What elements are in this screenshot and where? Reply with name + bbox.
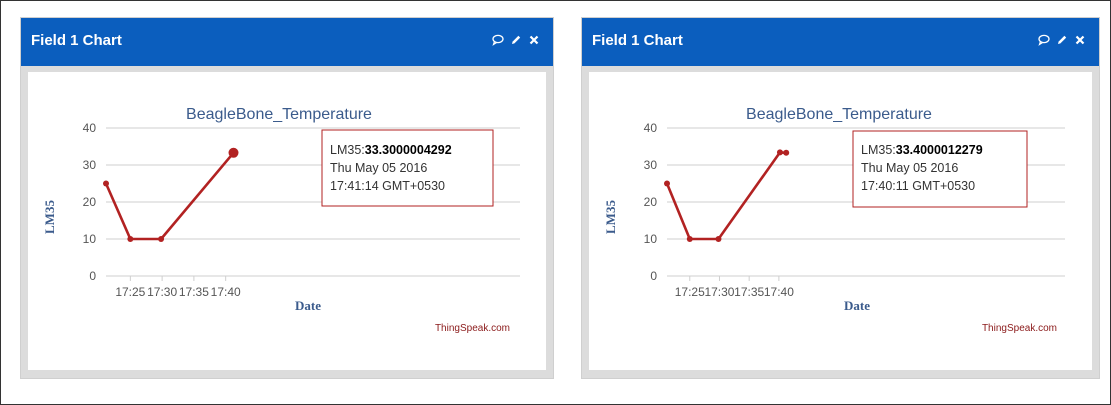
chart-title: BeagleBone_Temperature (746, 106, 932, 123)
tooltip-date: Thu May 05 2016 (861, 161, 958, 175)
x-tick-label: 17:40 (764, 285, 794, 299)
series-line-lm35 (104, 151, 235, 241)
x-tick-label: 17:35 (179, 285, 209, 299)
data-point[interactable] (664, 180, 670, 187)
credit-link[interactable]: ThingSpeak.com (982, 323, 1057, 334)
data-point[interactable] (103, 180, 109, 187)
data-point[interactable] (715, 236, 722, 242)
credit-link[interactable]: ThingSpeak.com (435, 323, 510, 334)
chart-title: BeagleBone_Temperature (186, 106, 372, 123)
tooltip-value: 33.3000004292 (365, 143, 452, 157)
tooltip-box (321, 129, 494, 207)
y-axis-label: LM35 (603, 200, 618, 234)
x-axis-label: Date (844, 298, 870, 313)
y-tick-label: 10 (644, 232, 658, 246)
x-tick-label: 17:30 (704, 285, 734, 299)
tooltip-series-label: LM35: (330, 143, 365, 157)
edit-icon[interactable] (1055, 32, 1069, 48)
data-point[interactable] (158, 236, 165, 242)
data-point[interactable] (776, 149, 783, 156)
data-point[interactable] (127, 236, 134, 242)
svg-text:LM35:33.4000012279: LM35:33.4000012279 (861, 143, 983, 157)
chart-card: BeagleBone_Temperature 0 10 20 30 40 17:25 17… (28, 72, 546, 370)
data-point[interactable] (783, 149, 790, 156)
y-tick-label: 10 (83, 232, 97, 246)
x-tick-label: 17:35 (734, 285, 764, 299)
y-tick-label: 20 (83, 195, 97, 209)
x-tick-label: 17:25 (115, 285, 145, 299)
svg-text:LM35:33.3000004292: LM35:33.3000004292 (330, 143, 452, 157)
edit-icon[interactable] (509, 32, 523, 48)
tooltip-time: 17:40:11 GMT+0530 (861, 179, 975, 193)
y-tick-label: 30 (83, 158, 97, 172)
field-chart-widget-1: Field 1 Chart BeagleBone_Temperature 0 10… (20, 17, 554, 379)
data-point[interactable] (228, 147, 239, 158)
widget-header: Field 1 Chart (582, 18, 1099, 66)
y-tick-label: 20 (644, 195, 658, 209)
tooltip-box (852, 130, 1028, 208)
data-point[interactable] (686, 236, 693, 242)
y-tick-label: 0 (89, 269, 96, 283)
widget-title: Field 1 Chart (592, 32, 683, 49)
y-tick-label: 40 (83, 121, 97, 135)
widget-header: Field 1 Chart (21, 18, 553, 66)
tooltip: LM35:33.3000004292 Thu May 05 2016 17:41… (321, 129, 494, 207)
y-axis-label: LM35 (42, 200, 57, 234)
x-tick-label: 17:40 (211, 285, 241, 299)
x-tick-label: 17:25 (675, 285, 705, 299)
tooltip-series-label: LM35: (861, 143, 896, 157)
x-axis-label: Date (295, 298, 321, 313)
field-chart-widget-2: Field 1 Chart BeagleBone_Temperature 0 10… (581, 17, 1100, 379)
close-icon[interactable] (527, 32, 541, 48)
y-tick-label: 30 (644, 158, 658, 172)
widget-title: Field 1 Chart (31, 32, 122, 49)
y-tick-label: 0 (650, 269, 657, 283)
x-tick-label: 17:30 (147, 285, 177, 299)
tooltip-value: 33.4000012279 (896, 143, 983, 157)
y-tick-label: 40 (644, 121, 658, 135)
tooltip-date: Thu May 05 2016 (330, 161, 427, 175)
comment-icon[interactable] (1037, 32, 1051, 48)
tooltip: LM35:33.4000012279 Thu May 05 2016 17:40… (852, 130, 1028, 208)
comment-icon[interactable] (491, 32, 505, 48)
tooltip-time: 17:41:14 GMT+0530 (330, 179, 445, 193)
chart-card: BeagleBone_Temperature 0 10 20 30 40 17:25 17… (589, 72, 1092, 370)
close-icon[interactable] (1073, 32, 1087, 48)
